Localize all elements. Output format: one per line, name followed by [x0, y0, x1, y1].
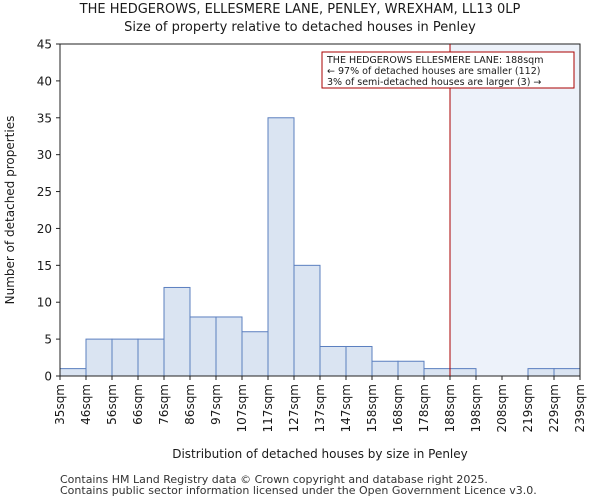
chart-subtitle: Size of property relative to detached ho… [124, 20, 476, 35]
bar [85, 338, 113, 377]
bar [59, 368, 87, 377]
bar [345, 345, 373, 377]
bar [553, 368, 581, 377]
bar [371, 360, 399, 377]
bar [293, 264, 321, 377]
footer-copyright: Contains HM Land Registry data © Crown c… [60, 473, 488, 486]
bar [215, 316, 243, 377]
x-tick-label: 66sqm [131, 384, 145, 425]
x-tick-label: 178sqm [417, 384, 431, 432]
bar [397, 360, 425, 377]
bar [449, 368, 477, 377]
x-tick-label: 137sqm [313, 384, 327, 432]
y-tick-label: 35 [37, 111, 52, 125]
x-tick-label: 188sqm [443, 384, 457, 432]
x-tick-label: 117sqm [261, 384, 275, 432]
bar [527, 368, 555, 377]
annotation-box [321, 51, 575, 89]
highlight-region [450, 44, 580, 376]
y-tick-label: 15 [37, 259, 52, 273]
x-tick-label: 107sqm [235, 384, 249, 432]
y-tick-label: 10 [37, 296, 52, 310]
x-tick-label: 219sqm [521, 384, 535, 432]
bar [189, 316, 217, 377]
bar [267, 117, 295, 377]
annotation-line-2: ← 97% of detached houses are smaller (11… [327, 66, 540, 77]
x-tick-label: 158sqm [365, 384, 379, 432]
x-tick-label: 147sqm [339, 384, 353, 432]
x-tick-label: 86sqm [183, 384, 197, 425]
x-tick-label: 239sqm [573, 384, 587, 432]
x-tick-label: 127sqm [287, 384, 301, 432]
bar [163, 286, 191, 377]
y-tick-label: 5 [44, 333, 52, 347]
bar [137, 338, 165, 377]
x-tick-label: 198sqm [469, 384, 483, 432]
x-tick-label: 76sqm [157, 384, 171, 425]
bar [241, 331, 269, 377]
x-tick-label: 97sqm [209, 384, 223, 425]
footer-licence: Contains public sector information licen… [60, 484, 537, 497]
x-tick-label: 168sqm [391, 384, 405, 432]
chart-title: THE HEDGEROWS, ELLESMERE LANE, PENLEY, W… [79, 2, 521, 17]
y-tick-label: 30 [37, 148, 52, 162]
y-tick-label: 0 [44, 370, 52, 384]
x-tick-label: 56sqm [105, 384, 119, 425]
x-tick-label: 35sqm [53, 384, 67, 425]
bar [423, 368, 451, 377]
x-axis-label: Distribution of detached houses by size … [172, 447, 468, 461]
y-tick-label: 45 [37, 38, 52, 52]
y-tick-label: 20 [37, 222, 52, 236]
y-tick-label: 40 [37, 74, 52, 88]
annotation-line-3: 3% of semi-detached houses are larger (3… [327, 77, 541, 88]
bar [111, 338, 139, 377]
x-tick-label: 46sqm [79, 384, 93, 425]
x-tick-label: 229sqm [547, 384, 561, 432]
bar [319, 345, 347, 377]
y-tick-label: 25 [37, 185, 52, 199]
x-tick-label: 208sqm [495, 384, 509, 432]
marker-annotation: THE HEDGEROWS ELLESMERE LANE: 188sqm ← 9… [321, 51, 575, 89]
y-axis-label: Number of detached properties [3, 116, 17, 305]
annotation-line-1: THE HEDGEROWS ELLESMERE LANE: 188sqm [326, 55, 543, 66]
